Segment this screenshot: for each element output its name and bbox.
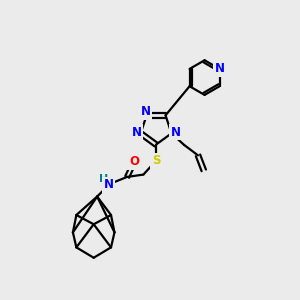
Text: N: N (131, 126, 142, 139)
Text: S: S (152, 154, 160, 167)
Text: O: O (129, 155, 139, 168)
Text: N: N (171, 126, 181, 139)
Text: N: N (214, 62, 225, 75)
Text: N: N (140, 105, 150, 119)
Text: H: H (100, 174, 109, 184)
Text: N: N (104, 178, 114, 191)
